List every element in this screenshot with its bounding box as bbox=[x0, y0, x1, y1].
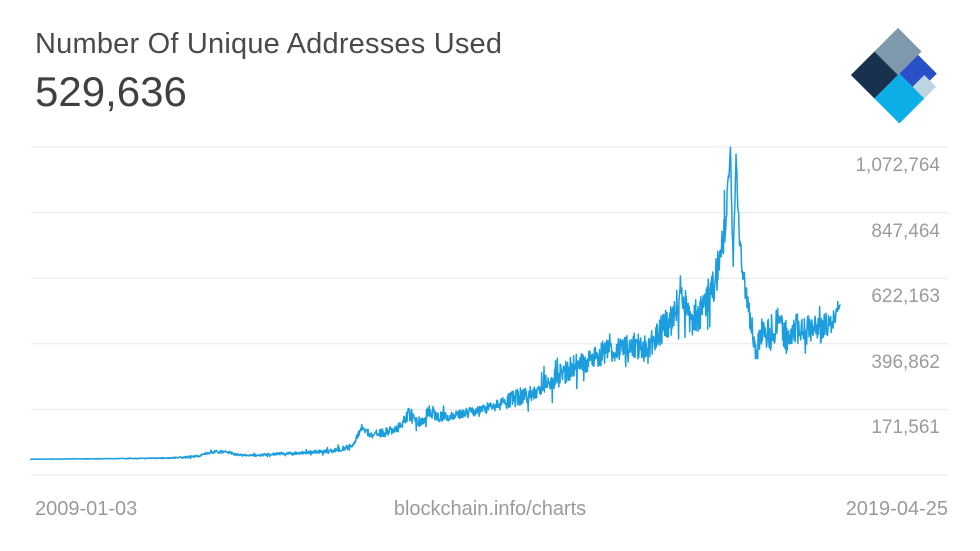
series-line[interactable] bbox=[30, 146, 841, 461]
x-axis-row: 2009-01-03 blockchain.info/charts 2019-0… bbox=[0, 498, 980, 524]
x-axis-label-end: 2019-04-25 bbox=[845, 498, 948, 520]
logo-square-top-slate bbox=[874, 27, 922, 75]
y-axis-label: 1,072,764 bbox=[855, 155, 940, 176]
chart-current-value: 529,636 bbox=[35, 68, 187, 116]
x-axis-label-start: 2009-01-03 bbox=[35, 498, 138, 520]
chart-header: Number Of Unique Addresses Used 529,636 bbox=[35, 26, 502, 115]
chart-title: Number Of Unique Addresses Used bbox=[35, 28, 503, 60]
y-axis-label: 396,862 bbox=[871, 351, 940, 373]
y-axis-label: 171,561 bbox=[871, 417, 940, 439]
y-axis-label: 847,464 bbox=[871, 220, 940, 242]
blockchain-logo bbox=[850, 27, 937, 124]
gridlines bbox=[31, 146, 948, 476]
watermark-link[interactable]: blockchain.info/charts bbox=[393, 498, 587, 520]
y-axis-label: 622,163 bbox=[871, 286, 940, 308]
